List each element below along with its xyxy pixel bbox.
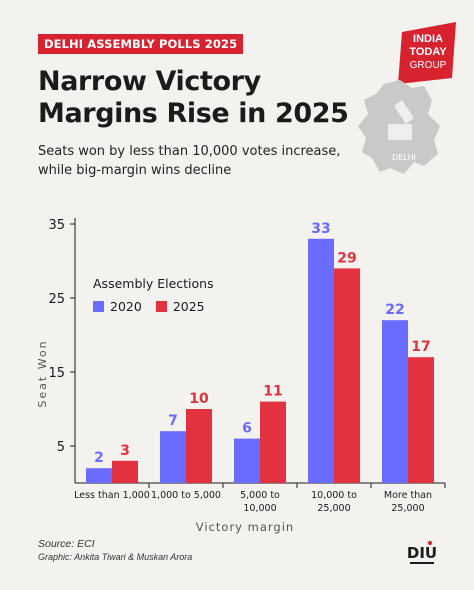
x-tick-label: 1,000 to 5,000 <box>151 490 221 501</box>
graphic-credit: Graphic: Ankita Tiwari & Muskan Arora <box>38 552 193 562</box>
bar-value-label-2025: 11 <box>263 384 282 400</box>
legend-swatch-2020 <box>93 301 104 312</box>
chart-title: Narrow Victory Margins Rise in 2025 <box>38 66 368 130</box>
x-tick-label: 25,000 <box>391 503 424 514</box>
chart-subtitle: Seats won by less than 10,000 votes incr… <box>38 142 368 180</box>
title-line-2: Margins Rise in 2025 <box>38 98 349 129</box>
source-note: Source: ECI <box>38 538 95 550</box>
svg-text:DELHI: DELHI <box>392 153 416 162</box>
subtitle-line-2: while big-margin wins decline <box>38 163 232 178</box>
bar-2025 <box>186 409 212 483</box>
legend-label-2020: 2020 <box>110 299 142 314</box>
x-tick-label: 10,000 to <box>311 490 357 501</box>
svg-text:DIU: DIU <box>407 544 437 562</box>
svg-text:GROUP: GROUP <box>410 60 447 71</box>
x-tick-label: 10,000 <box>243 503 276 514</box>
bar-value-label-2025: 29 <box>337 250 356 266</box>
y-axis-label: Seat Won <box>36 339 49 407</box>
legend-title: Assembly Elections <box>93 276 214 291</box>
delhi-map-icon: DELHI <box>358 80 440 174</box>
bar-2025 <box>334 268 360 483</box>
bar-2020 <box>86 468 112 483</box>
bar-value-label-2025: 3 <box>120 443 130 459</box>
y-tick-label: 15 <box>48 366 65 381</box>
bar-value-label-2020: 7 <box>168 413 178 429</box>
y-tick-label: 35 <box>48 218 65 233</box>
kicker-label: DELHI ASSEMBLY POLLS 2025 <box>38 34 244 54</box>
x-axis-label: Victory margin <box>196 520 294 534</box>
bar-2020 <box>308 238 334 483</box>
bar-2025 <box>408 357 434 483</box>
diu-logo: DIU <box>407 541 437 564</box>
svg-text:TODAY: TODAY <box>409 46 447 58</box>
x-tick-label: 25,000 <box>317 503 350 514</box>
y-tick-label: 25 <box>48 292 65 307</box>
legend-label-2025: 2025 <box>172 299 205 314</box>
bar-2020 <box>160 431 186 483</box>
bar-chart: 5 15 25 35 Seat Won 2 3 Less than 1,000 7 10 1,000… <box>36 218 446 534</box>
bar-value-label-2025: 17 <box>411 339 430 355</box>
x-tick-label: 5,000 to <box>240 490 280 501</box>
india-today-group-logo: INDIA TODAY GROUP <box>398 22 456 84</box>
x-tick-label: More than <box>384 490 432 501</box>
bar-2020 <box>382 320 408 483</box>
bar-value-label-2020: 22 <box>385 302 404 318</box>
subtitle-line-1: Seats won by less than 10,000 votes incr… <box>38 144 341 159</box>
bar-value-label-2020: 2 <box>94 450 104 466</box>
svg-text:INDIA: INDIA <box>413 33 443 45</box>
title-line-1: Narrow Victory <box>38 66 261 97</box>
x-tick-label: Less than 1,000 <box>74 490 150 501</box>
bar-2020 <box>234 438 260 483</box>
bar-2025 <box>260 401 286 483</box>
legend-item-2025: 2025 <box>155 299 205 314</box>
legend: Assembly Elections 2020 2025 <box>93 276 214 314</box>
legend-item-2020: 2020 <box>93 299 142 314</box>
bar-value-label-2025: 10 <box>189 391 209 407</box>
legend-swatch-2025 <box>155 301 167 312</box>
bar-2025 <box>112 460 138 483</box>
bar-value-label-2020: 6 <box>242 421 252 437</box>
y-tick-label: 5 <box>57 440 65 455</box>
bar-value-label-2020: 33 <box>311 221 330 237</box>
